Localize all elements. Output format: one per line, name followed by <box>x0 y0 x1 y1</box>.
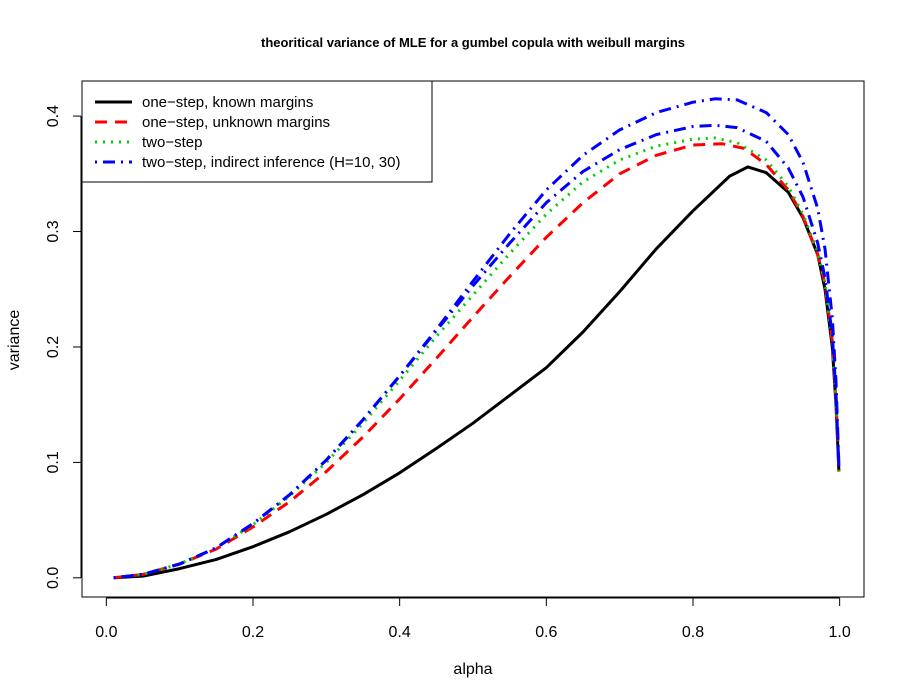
plot-box <box>81 80 865 598</box>
legend-label: one−step, unknown margins <box>142 114 330 131</box>
y-tick-label: 0.4 <box>45 105 62 127</box>
x-tick-label: 0.8 <box>682 624 704 641</box>
y-tick-label: 0.3 <box>45 220 62 242</box>
legend: one−step, known margins one−step, unknown… <box>81 80 433 183</box>
x-tick-label: 0.4 <box>389 624 411 641</box>
x-axis-label: alpha <box>453 661 492 678</box>
legend-box <box>81 80 433 183</box>
y-tick-label: 0.1 <box>45 451 62 473</box>
x-tick-label: 0.6 <box>535 624 557 641</box>
series-line-5 <box>113 97 841 580</box>
y-tick-label: 0.2 <box>45 336 62 358</box>
y-tick-label: 0.0 <box>45 567 62 589</box>
legend-label: two−step <box>142 134 202 151</box>
x-tick-label: 1.0 <box>829 624 851 641</box>
chart-title: theoritical variance of MLE for a gumbel… <box>261 35 685 50</box>
x-tick-label: 0.0 <box>95 624 117 641</box>
x-axis: 0.0 0.2 0.4 0.6 0.8 1.0 <box>95 597 851 641</box>
y-axis-label: variance <box>6 310 23 371</box>
x-tick-label: 0.2 <box>242 624 264 641</box>
legend-label: two−step, indirect inference (H=10, 30) <box>142 154 400 171</box>
legend-label: one−step, known margins <box>142 94 313 111</box>
y-axis: 0.0 0.1 0.2 0.3 0.4 <box>45 105 82 589</box>
plot-area <box>113 97 841 580</box>
